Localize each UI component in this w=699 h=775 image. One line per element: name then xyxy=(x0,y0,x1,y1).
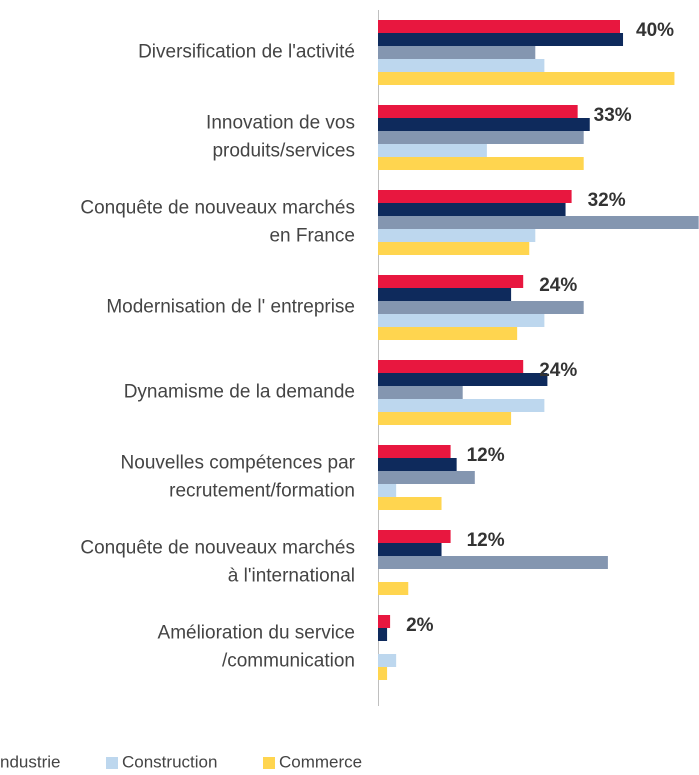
bar xyxy=(378,360,524,373)
value-label: 24% xyxy=(539,360,577,381)
legend-label: Commerce xyxy=(279,752,362,771)
bar xyxy=(378,615,391,628)
value-label: 32% xyxy=(588,190,626,211)
bar xyxy=(378,445,451,458)
bar xyxy=(378,118,590,131)
legend-label: Construction xyxy=(122,752,217,771)
bar xyxy=(378,484,397,497)
category-label: Innovation de vos xyxy=(206,113,355,134)
bar xyxy=(378,72,675,85)
value-label: 33% xyxy=(594,105,632,126)
bar xyxy=(378,556,608,569)
bar xyxy=(378,46,536,59)
category-label: Modernisation de l' entreprise xyxy=(106,297,355,318)
category-label: Conquête de nouveaux marchés xyxy=(80,198,355,219)
bar xyxy=(378,144,487,157)
bar xyxy=(378,314,545,327)
bar xyxy=(378,301,584,314)
bar xyxy=(378,242,530,255)
bar xyxy=(378,386,463,399)
category-label: Amélioration du service xyxy=(158,623,355,644)
bar xyxy=(378,20,620,33)
bar xyxy=(378,399,545,412)
bar xyxy=(378,288,512,301)
bar xyxy=(378,628,388,641)
bar xyxy=(378,229,536,242)
value-label: 40% xyxy=(636,20,674,41)
bar xyxy=(378,131,584,144)
category-label: /communication xyxy=(222,651,355,672)
bar xyxy=(378,190,572,203)
legend-label: ndustrie xyxy=(0,752,60,771)
bar xyxy=(378,327,518,340)
category-label: produits/services xyxy=(212,141,355,162)
value-label: 2% xyxy=(406,615,434,636)
bar xyxy=(378,654,397,667)
value-label: 24% xyxy=(539,275,577,296)
category-label: Diversification de l'activité xyxy=(138,42,355,63)
legend-swatch xyxy=(263,757,275,769)
bar xyxy=(378,203,566,216)
category-label: en France xyxy=(269,226,355,247)
bar xyxy=(378,497,442,510)
bar xyxy=(378,59,545,72)
bar xyxy=(378,530,451,543)
bar xyxy=(378,458,457,471)
category-label: Nouvelles compétences par xyxy=(121,453,356,474)
bar xyxy=(378,373,548,386)
bar xyxy=(378,667,388,680)
category-label: Dynamisme de la demande xyxy=(124,382,355,403)
bar xyxy=(378,582,409,595)
bar xyxy=(378,471,475,484)
bar xyxy=(378,275,524,288)
category-label: à l'international xyxy=(228,566,355,587)
value-label: 12% xyxy=(467,530,505,551)
legend-swatch xyxy=(106,757,118,769)
bar xyxy=(378,105,578,118)
bar xyxy=(378,157,584,170)
value-label: 12% xyxy=(467,445,505,466)
bar xyxy=(378,412,512,425)
bar xyxy=(378,33,624,46)
category-label: recrutement/formation xyxy=(169,481,355,502)
category-label: Conquête de nouveaux marchés xyxy=(80,538,355,559)
bar xyxy=(378,543,442,556)
bar xyxy=(378,216,699,229)
